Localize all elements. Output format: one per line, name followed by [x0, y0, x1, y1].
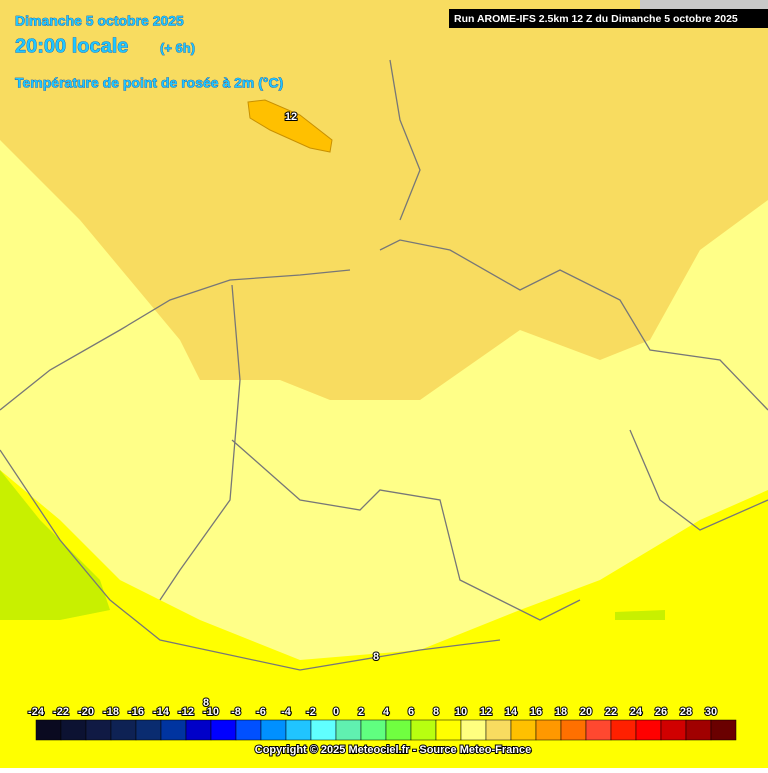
legend-swatch [460, 719, 487, 741]
legend-tick-label: -22 [53, 706, 69, 718]
legend-tick-label: -14 [153, 706, 170, 718]
legend-swatch [35, 719, 62, 741]
legend-swatch [110, 719, 137, 741]
legend-swatch [485, 719, 512, 741]
legend-tick-label: -12 [178, 706, 194, 718]
copyright: Copyright © 2025 Meteociel.fr - Source M… [255, 744, 531, 756]
zone-12 [0, 0, 768, 400]
legend-swatch [335, 719, 362, 741]
legend-swatch [610, 719, 637, 741]
legend-tick-label: 28 [680, 706, 692, 718]
legend-tick-label: 6 [408, 706, 414, 718]
legend-swatch [535, 719, 562, 741]
run-box [449, 9, 768, 28]
legend-tick-label: 18 [555, 706, 567, 718]
legend-swatch [260, 719, 287, 741]
legend-swatch [385, 719, 412, 741]
legend-tick-label: 22 [605, 706, 617, 718]
legend-swatch [60, 719, 87, 741]
legend-tick-label: 10 [455, 706, 467, 718]
legend-tick-label: 16 [530, 706, 542, 718]
contour-label: 12 [285, 111, 297, 123]
legend-tick-label: -18 [103, 706, 119, 718]
offset: (+ 6h) [160, 40, 195, 55]
legend-swatch [310, 719, 337, 741]
legend-swatch [660, 719, 687, 741]
zone-6 [615, 610, 665, 620]
legend-swatch [685, 719, 712, 741]
contour-label: 8 [373, 651, 379, 663]
variable: Température de point de rosée à 2m (°C) [15, 75, 283, 91]
legend-swatch [360, 719, 387, 741]
run-label: Run AROME-IFS 2.5km 12 Z du Dimanche 5 o… [454, 13, 738, 25]
legend-swatch [510, 719, 537, 741]
time: 20:00 locale [15, 35, 128, 57]
legend-swatch [710, 719, 737, 741]
legend-swatch [635, 719, 662, 741]
legend-tick-label: 12 [480, 706, 492, 718]
legend: -24 -22 -20 -18 -16 -14 -12 -10 -8 -6 -4 -2 0 2 4 6 8 10 1… [27, 705, 737, 741]
legend-tick-label: -4 [281, 706, 292, 718]
legend-swatch [85, 719, 112, 741]
legend-tick-label: 4 [383, 706, 390, 718]
legend-tick-label: -24 [28, 706, 45, 718]
contour-label: 8 [203, 697, 209, 709]
legend-swatch [410, 719, 437, 741]
legend-swatch [185, 719, 212, 741]
zone-6 [0, 470, 110, 620]
legend-tick-label: -20 [78, 706, 94, 718]
legend-swatch [135, 719, 162, 741]
legend-swatch [210, 719, 237, 741]
legend-tick-label: 0 [333, 706, 339, 718]
legend-swatch [285, 719, 312, 741]
legend-tick-label: 20 [580, 706, 592, 718]
legend-swatch [435, 719, 462, 741]
legend-tick-label: -16 [128, 706, 144, 718]
legend-tick-label: 2 [358, 706, 364, 718]
date: Dimanche 5 octobre 2025 [15, 13, 184, 29]
legend-tick-label: -10 [203, 706, 219, 718]
zone-14 [247, 99, 333, 153]
legend-swatch [585, 719, 612, 741]
legend-tick-label: 14 [505, 706, 518, 718]
legend-swatch [160, 719, 187, 741]
zone-8 [0, 470, 768, 768]
legend-tick-label: 26 [655, 706, 667, 718]
border [0, 59, 768, 671]
legend-tick-label: -8 [231, 706, 241, 718]
legend-swatch [235, 719, 262, 741]
legend-tick-label: 24 [630, 706, 643, 718]
legend-tick-label: -6 [256, 706, 266, 718]
legend-tick-label: 30 [705, 706, 717, 718]
legend-tick-label: -2 [306, 706, 316, 718]
legend-tick-label: 8 [433, 706, 439, 718]
legend-swatch [560, 719, 587, 741]
